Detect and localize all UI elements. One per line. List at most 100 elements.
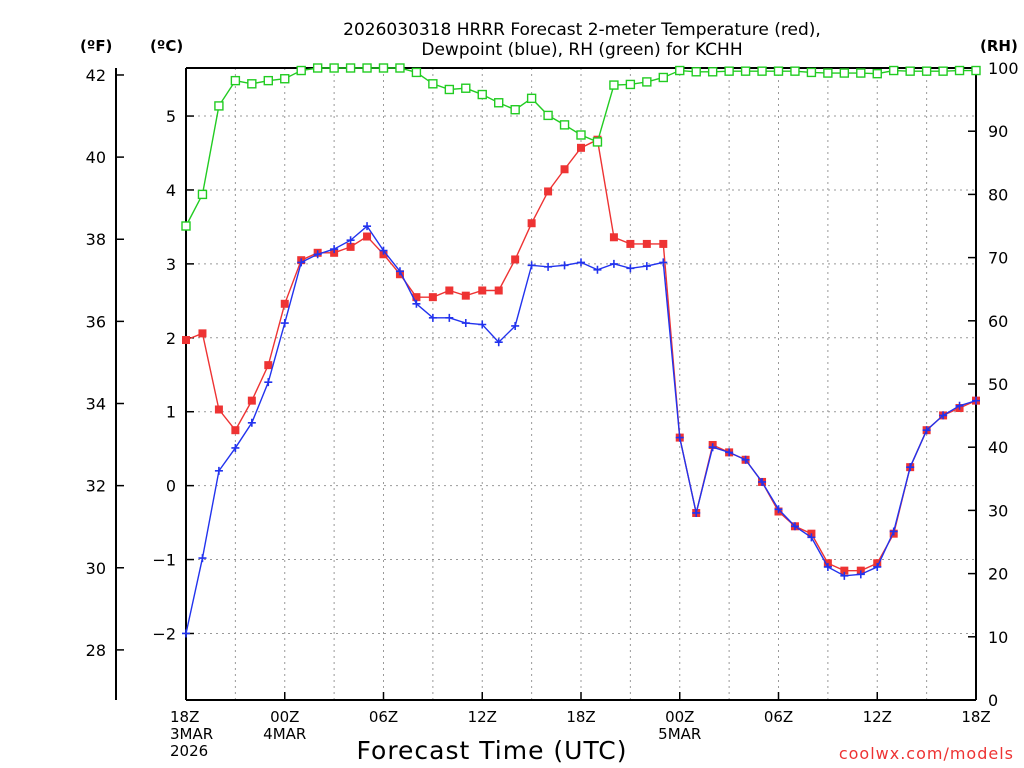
rh-point	[329, 63, 339, 73]
celsius-tick-label: −1	[152, 551, 176, 570]
temperature-point	[247, 396, 256, 405]
dewpoint-point	[297, 258, 306, 267]
dewpoint-point	[741, 455, 750, 464]
temperature-point	[544, 187, 553, 196]
rh-point	[691, 67, 701, 77]
dewpoint-point	[906, 463, 915, 472]
rh-point	[872, 68, 882, 79]
dewpoint-point	[412, 299, 421, 308]
fahrenheit-tick-label: 30	[86, 559, 106, 578]
tick-labels: 2830323436384042−2−101234501020304050607…	[86, 59, 1019, 760]
dewpoint-point	[626, 264, 635, 273]
fahrenheit-tick-label: 36	[86, 312, 106, 331]
x-tick-label: 4MAR	[263, 725, 306, 743]
rh-tick-label: 10	[988, 628, 1008, 647]
rh-point	[345, 63, 356, 73]
dewpoint-point	[428, 313, 437, 322]
dewpoint-point	[922, 426, 931, 435]
rh-point	[362, 63, 372, 73]
x-tick-label: 12Z	[468, 708, 497, 726]
fahrenheit-tick-label: 42	[86, 66, 106, 85]
fahrenheit-tick-label: 32	[86, 477, 106, 496]
rh-point	[642, 77, 652, 87]
rh-point	[724, 66, 734, 76]
dewpoint-point	[955, 401, 964, 410]
rh-point	[921, 66, 932, 76]
temperature-point	[478, 286, 487, 295]
axes	[115, 67, 977, 701]
rh-point	[823, 68, 833, 78]
dewpoint-point	[231, 443, 240, 452]
rh-tick-label: 0	[988, 691, 998, 710]
rh-point	[247, 79, 257, 89]
celsius-tick-label: 2	[166, 329, 176, 348]
rh-point	[592, 137, 603, 147]
celsius-tick-label: 5	[166, 107, 176, 126]
rh-tick-label: 80	[988, 185, 1008, 204]
rh-point	[214, 101, 224, 111]
x-tick-label: 18Z	[170, 708, 199, 726]
dewpoint-point	[725, 448, 734, 457]
rh-point	[740, 66, 751, 76]
grid-lines	[186, 68, 976, 700]
dewpoint-point	[379, 246, 388, 255]
fahrenheit-tick-label: 34	[86, 395, 106, 414]
rh-tick-label: 50	[988, 375, 1008, 394]
rh-point	[773, 66, 784, 76]
dewpoint-point	[346, 236, 355, 245]
celsius-tick-label: −2	[152, 624, 176, 643]
x-tick-label: 5MAR	[658, 725, 701, 743]
series-layer	[181, 63, 981, 638]
rh-point	[510, 105, 520, 115]
dewpoint-point	[873, 562, 882, 571]
celsius-tick-label: 0	[166, 477, 176, 496]
temperature-point	[577, 143, 585, 152]
dewpoint-point	[972, 396, 980, 405]
rh-point	[625, 79, 636, 90]
rh-point	[889, 65, 899, 76]
x-tick-label: 06Z	[369, 708, 398, 726]
dewpoint-point	[856, 570, 865, 579]
rh-markers	[181, 63, 981, 231]
chart-title-line-2: Dewpoint (blue), RH (green) for KCHH	[421, 40, 742, 60]
rh-point	[806, 67, 817, 78]
temperature-point	[560, 165, 569, 174]
temperature-point	[363, 232, 372, 241]
temperature-point	[198, 329, 207, 338]
temperature-point	[609, 233, 618, 242]
rh-point	[757, 66, 767, 76]
dewpoint-point	[609, 259, 618, 268]
rh-point	[576, 130, 586, 140]
rh-point	[378, 63, 389, 73]
dewpoint-point	[214, 466, 223, 475]
dewpoint-point	[675, 433, 684, 442]
rh-point	[707, 67, 718, 77]
temperature-point	[626, 239, 635, 248]
rh-point	[197, 189, 208, 200]
dewpoint-point	[807, 533, 816, 542]
rh-point	[444, 84, 455, 95]
dewpoint-point	[395, 267, 404, 276]
dewpoint-point	[889, 527, 898, 536]
x-tick-label: 3MAR	[170, 725, 213, 743]
dewpoint-point	[330, 245, 339, 254]
dewpoint-point	[560, 261, 569, 270]
rh-point	[428, 79, 438, 89]
rh-point	[280, 74, 290, 84]
dewpoint-point	[593, 265, 602, 274]
dewpoint-point	[659, 258, 668, 267]
temperature-point	[445, 286, 454, 295]
rh-tick-label: 40	[988, 438, 1008, 457]
dewpoint-point	[939, 411, 948, 420]
right-axis-unit-rh: (RH)	[980, 37, 1018, 55]
rh-point	[609, 80, 619, 90]
rh-point	[263, 75, 273, 86]
temperature-point	[511, 255, 520, 264]
rh-point	[954, 65, 965, 76]
rh-point	[477, 89, 487, 100]
celsius-tick-label: 4	[166, 181, 176, 200]
x-tick-label: 00Z	[270, 708, 299, 726]
temperature-point	[280, 299, 289, 308]
dewpoint-point	[708, 443, 717, 452]
rh-point	[461, 83, 471, 93]
